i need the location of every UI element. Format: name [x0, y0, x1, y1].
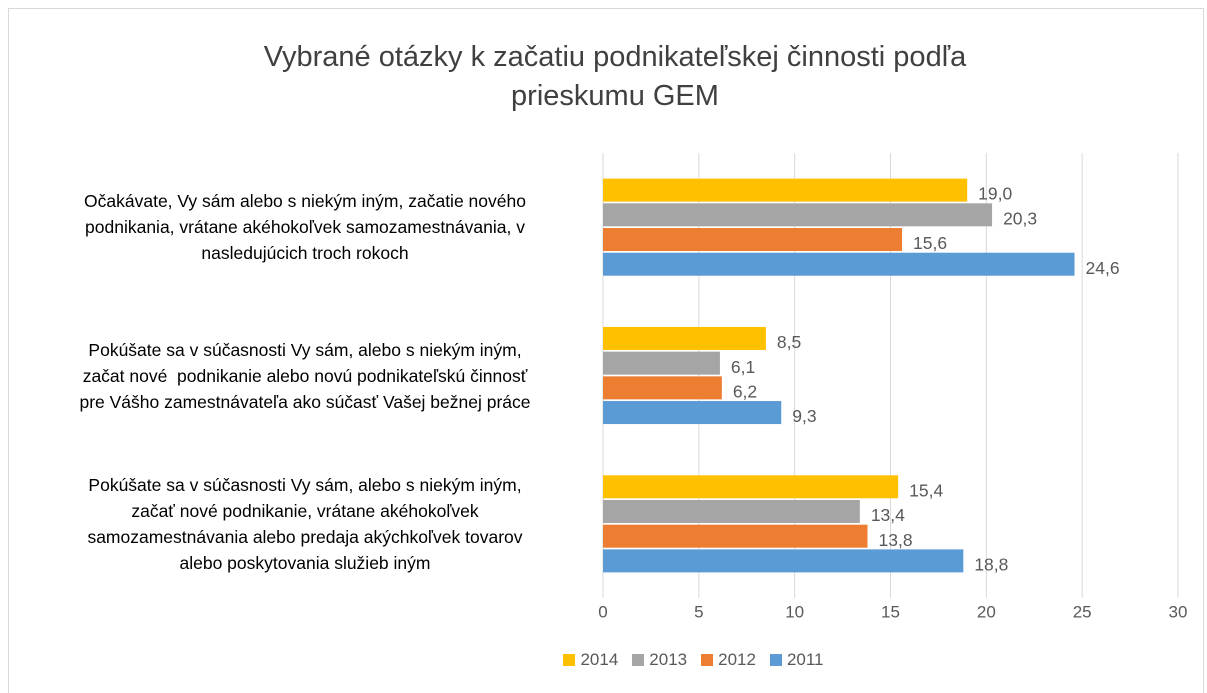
value-label: 13,8: [879, 530, 913, 550]
value-label: 20,3: [1003, 208, 1037, 228]
chart-title: Vybrané otázky k začatiu podnikateľskej …: [263, 41, 967, 112]
value-label: 19,0: [978, 184, 1012, 204]
value-label: 13,4: [871, 505, 905, 525]
legend: 2014 2013 2012 2011: [0, 650, 1207, 670]
bar: [603, 499, 860, 523]
bar: [603, 252, 1075, 276]
value-label: 6,1: [731, 357, 755, 377]
x-tick-label: 0: [598, 602, 607, 621]
legend-item: 2012: [701, 650, 756, 670]
x-tick-label: 10: [785, 602, 804, 621]
bar: [603, 549, 964, 573]
x-tick-label: 5: [694, 602, 703, 621]
bar: [603, 524, 868, 548]
legend-item: 2011: [769, 650, 824, 670]
legend-swatch: [632, 654, 645, 666]
bar: [603, 475, 899, 499]
bar: [603, 326, 766, 350]
bar: [603, 228, 902, 252]
value-label: 9,3: [792, 406, 816, 426]
x-tick-label: 20: [977, 602, 996, 621]
value-label: 6,2: [733, 381, 757, 401]
value-label: 24,6: [1086, 258, 1120, 278]
legend-item: 2013: [632, 650, 687, 670]
bar: [603, 401, 782, 425]
value-label: 8,5: [777, 332, 801, 352]
value-label: 18,8: [974, 555, 1008, 575]
x-tick-label: 25: [1073, 602, 1092, 621]
legend-swatch: [563, 654, 576, 666]
category-label: Pokúšate sa v súčasnosti Vy sám, alebo s…: [79, 339, 531, 412]
legend-label: 2014: [580, 650, 619, 669]
bar: [603, 178, 968, 202]
legend-label: 2013: [649, 650, 688, 669]
value-label: 15,4: [909, 480, 943, 500]
x-tick-label: 15: [881, 602, 900, 621]
x-tick-label: 30: [1169, 602, 1188, 621]
legend-swatch: [769, 654, 782, 666]
category-label: Pokúšate sa v súčasnosti Vy sám, alebo s…: [87, 474, 523, 573]
value-label: 15,6: [913, 233, 947, 253]
bar: [603, 203, 993, 227]
chart-frame: [8, 8, 1204, 693]
bar: [603, 351, 720, 375]
legend-label: 2011: [786, 650, 824, 669]
legend-swatch: [701, 654, 714, 666]
bar: [603, 376, 722, 400]
legend-label: 2012: [718, 650, 756, 669]
legend-item: 2014: [563, 650, 618, 670]
category-label: Očakávate, Vy sám alebo s niekým iným, z…: [84, 191, 526, 264]
